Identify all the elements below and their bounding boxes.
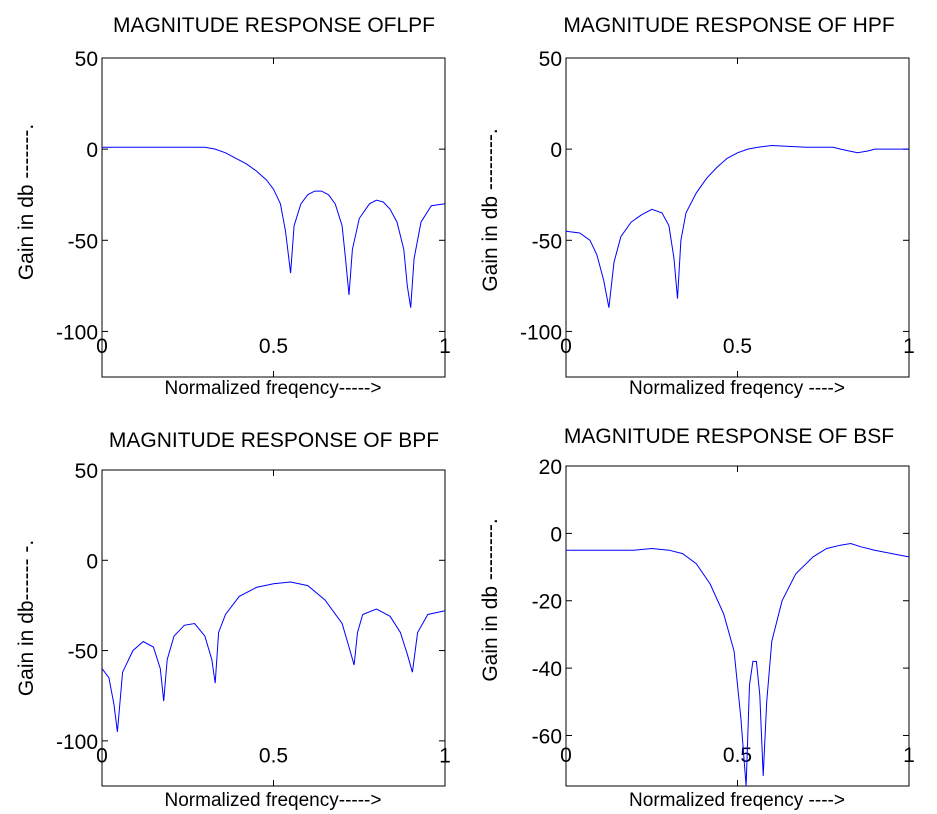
y-tick-label: 0	[550, 523, 562, 546]
magnitude-curve	[102, 146, 446, 308]
tick-group: 200-20-40-600 0.5 1	[532, 456, 915, 786]
magnitude-curve	[566, 542, 910, 787]
y-axis-label: Gain in db --------.	[479, 128, 502, 291]
plot-area	[101, 469, 446, 787]
y-axis-label: Gain in db------ -.	[15, 540, 38, 696]
y-axis-label: Gain in db -------.	[15, 124, 38, 280]
y-tick-label: -50	[532, 230, 562, 253]
y-tick-label: -50	[68, 230, 98, 253]
x-tick-label: 1	[903, 744, 915, 767]
x-tick-label: 0.5	[259, 335, 288, 358]
y-tick-label: 50	[539, 48, 562, 71]
x-tick-label: 0.5	[723, 335, 752, 358]
plot-area	[101, 57, 446, 378]
y-axis-label: Gain in db --------.	[479, 518, 502, 681]
x-axis-label: Normalized freqency ---->	[629, 790, 845, 811]
x-tick-label: 0.5	[723, 744, 752, 767]
x-axis-label: Normalized freqency ---->	[629, 378, 845, 399]
y-tick-label: 50	[75, 460, 98, 483]
y-tick-label: -100	[56, 731, 98, 754]
y-tick-label: -60	[532, 725, 562, 748]
plot-area	[565, 465, 910, 787]
x-tick-label: 1	[903, 335, 915, 358]
y-tick-label: 0	[86, 139, 98, 162]
subplot-title: MAGNITUDE RESPONSE OF HPF	[563, 14, 894, 37]
x-tick-label: 0.5	[259, 744, 288, 767]
y-tick-label: 0	[550, 139, 562, 162]
subplot-title: MAGNITUDE RESPONSE OF BSF	[564, 425, 894, 448]
x-tick-label: 1	[439, 744, 451, 767]
magnitude-curve	[101, 581, 446, 732]
x-axis-label: Normalized freqency----->	[165, 790, 382, 811]
y-tick-label: -40	[532, 658, 562, 681]
y-tick-label: -100	[520, 321, 562, 344]
subplot-title: MAGNITUDE RESPONSE OF BPF	[109, 429, 439, 452]
x-tick-label: 0	[560, 744, 572, 767]
y-tick-label: 20	[539, 456, 562, 479]
y-tick-label: -100	[56, 321, 98, 344]
x-tick-label: 0	[96, 335, 108, 358]
y-tick-label: -20	[532, 591, 562, 614]
y-tick-label: 50	[75, 48, 98, 71]
y-tick-label: 0	[86, 550, 98, 573]
subplot-bsf: MAGNITUDE RESPONSE OF BSF 200-20-40-600 0…	[479, 425, 915, 811]
x-tick-label: 0	[96, 744, 108, 767]
magnitude-curve	[565, 144, 909, 308]
plot-area	[565, 57, 910, 378]
x-tick-label: 1	[439, 335, 451, 358]
subplot-title: MAGNITUDE RESPONSE OFLPF	[113, 14, 435, 37]
y-tick-label: -50	[68, 641, 98, 664]
x-axis-label: Normalized freqency----->	[165, 378, 382, 399]
x-tick-label: 0	[560, 335, 572, 358]
